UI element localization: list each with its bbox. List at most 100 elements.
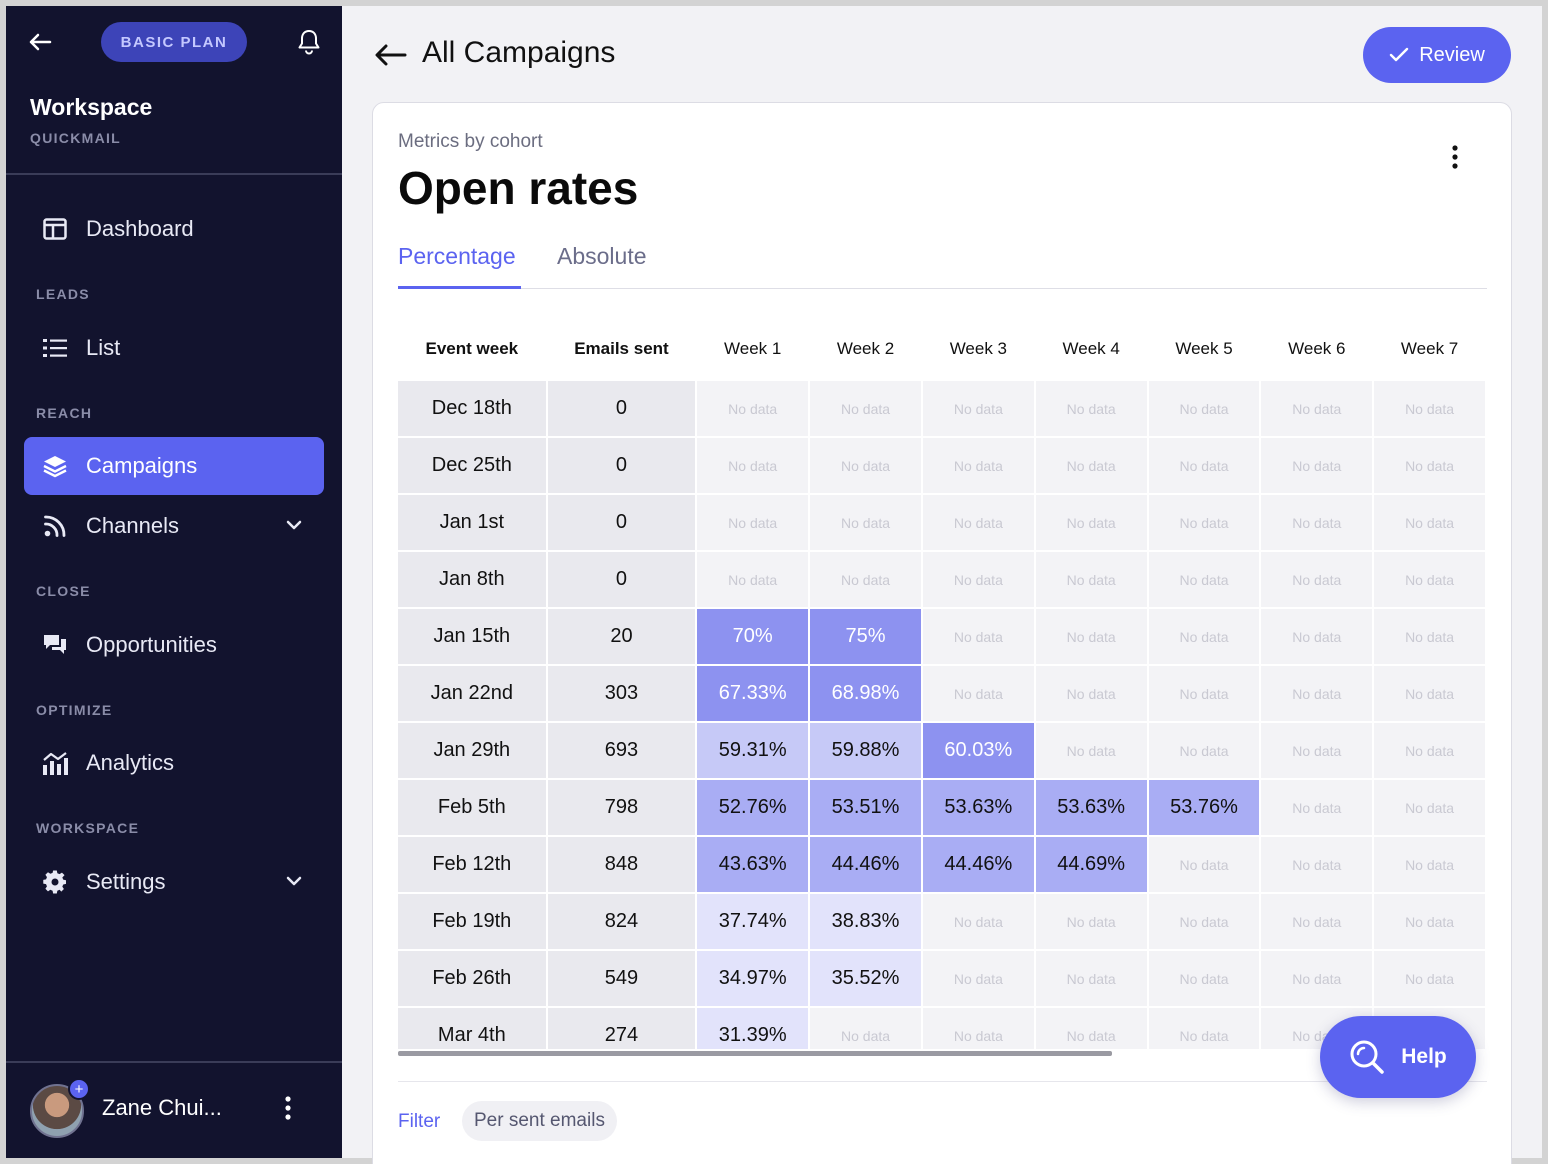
event-week-cell: Mar 4th xyxy=(398,1008,546,1049)
sidebar-divider xyxy=(6,173,342,175)
emails-sent-cell: 848 xyxy=(547,837,696,892)
no-data-cell: No data xyxy=(1148,666,1260,721)
no-data-cell: No data xyxy=(1261,837,1373,892)
no-data-cell: No data xyxy=(1374,951,1485,1006)
no-data-cell: No data xyxy=(1035,495,1147,550)
sidebar-item-channels[interactable]: Channels xyxy=(24,497,324,555)
search-icon xyxy=(1350,1040,1384,1074)
workspace-subtitle: QUICKMAIL xyxy=(30,130,122,146)
no-data-cell: No data xyxy=(922,951,1034,1006)
sidebar-item-settings[interactable]: Settings xyxy=(24,853,324,911)
no-data-cell: No data xyxy=(810,381,921,436)
filter-chip[interactable]: Per sent emails xyxy=(462,1101,617,1141)
sidebar-item-label: Opportunities xyxy=(86,632,217,657)
cohort-table-scroll[interactable]: Event week Emails sent Week 1 Week 2 Wee… xyxy=(398,319,1487,1049)
no-data-cell: No data xyxy=(1374,837,1485,892)
more-vertical-icon[interactable] xyxy=(1445,143,1465,171)
column-header: Event week xyxy=(425,339,519,358)
chat-bubbles-icon xyxy=(42,632,68,658)
no-data-cell: No data xyxy=(697,438,809,493)
event-week-cell: Jan 1st xyxy=(398,495,546,550)
metric-cell: 60.03% xyxy=(922,723,1034,778)
no-data-cell: No data xyxy=(1261,666,1373,721)
analytics-icon xyxy=(42,750,68,776)
no-data-cell: No data xyxy=(922,381,1034,436)
table-row: Feb 19th 824 37.74% 38.83% No data No data No … xyxy=(398,894,1485,949)
no-data-cell: No data xyxy=(1261,723,1373,778)
filter-link[interactable]: Filter xyxy=(398,1111,441,1132)
table-row: Mar 4th 274 31.39% No data No data No data No … xyxy=(398,1008,1485,1049)
sidebar-item-opportunities[interactable]: Opportunities xyxy=(24,616,324,674)
sidebar-item-dashboard[interactable]: Dashboard xyxy=(24,200,324,258)
no-data-cell: No data xyxy=(697,552,809,607)
section-label-reach: REACH xyxy=(36,405,93,421)
more-vertical-icon[interactable] xyxy=(278,1094,298,1122)
sidebar-item-list[interactable]: List xyxy=(24,319,324,377)
metric-cell: 34.97% xyxy=(697,951,809,1006)
table-row: Jan 29th 693 59.31% 59.88% 60.03% No data No d… xyxy=(398,723,1485,778)
workspace-name: Workspace xyxy=(30,94,153,120)
emails-sent-cell: 693 xyxy=(547,723,696,778)
no-data-cell: No data xyxy=(1035,381,1147,436)
column-header: Week 2 xyxy=(836,339,895,358)
sidebar-item-label: Analytics xyxy=(86,750,175,775)
sidebar: BASIC PLAN Workspace QUICKMAIL Dashboard… xyxy=(6,6,342,1158)
sidebar-item-label: List xyxy=(86,335,121,360)
sidebar-item-campaigns[interactable]: Campaigns xyxy=(24,437,324,495)
metric-cell: 59.88% xyxy=(810,723,921,778)
no-data-cell: No data xyxy=(810,1008,921,1049)
chevron-down-icon[interactable] xyxy=(284,871,304,891)
help-button[interactable]: Help xyxy=(1320,1016,1476,1098)
no-data-cell: No data xyxy=(1374,780,1485,835)
metric-cell: 59.31% xyxy=(697,723,809,778)
no-data-cell: No data xyxy=(1035,666,1147,721)
plan-badge[interactable]: BASIC PLAN xyxy=(101,22,247,62)
no-data-cell: No data xyxy=(1035,723,1147,778)
no-data-cell: No data xyxy=(1035,1008,1147,1049)
card-footer-divider xyxy=(398,1081,1487,1082)
no-data-cell: No data xyxy=(1148,723,1260,778)
no-data-cell: No data xyxy=(1261,552,1373,607)
metric-cell: 52.76% xyxy=(697,780,809,835)
metric-cell: 35.52% xyxy=(810,951,921,1006)
review-button[interactable]: Review xyxy=(1363,27,1511,83)
back-arrow-icon[interactable] xyxy=(26,28,54,56)
no-data-cell: No data xyxy=(697,381,809,436)
no-data-cell: No data xyxy=(1261,951,1373,1006)
bell-icon[interactable] xyxy=(296,28,322,56)
add-account-button[interactable]: + xyxy=(68,1078,90,1100)
sidebar-item-analytics[interactable]: Analytics xyxy=(24,734,324,792)
no-data-cell: No data xyxy=(1035,609,1147,664)
no-data-cell: No data xyxy=(1261,381,1373,436)
no-data-cell: No data xyxy=(1374,609,1485,664)
emails-sent-cell: 303 xyxy=(547,666,696,721)
tab-percentage[interactable]: Percentage xyxy=(398,243,516,269)
metric-cell: 53.63% xyxy=(922,780,1034,835)
column-header: Week 5 xyxy=(1175,339,1233,358)
no-data-cell: No data xyxy=(922,438,1034,493)
no-data-cell: No data xyxy=(1374,438,1485,493)
no-data-cell: No data xyxy=(1374,666,1485,721)
table-row: Feb 12th 848 43.63% 44.46% 44.46% 44.69% No da… xyxy=(398,837,1485,892)
column-header: Week 4 xyxy=(1062,339,1120,358)
metric-cell: 70% xyxy=(697,609,809,664)
no-data-cell: No data xyxy=(922,894,1034,949)
no-data-cell: No data xyxy=(1261,438,1373,493)
no-data-cell: No data xyxy=(1148,894,1260,949)
metrics-card: Metrics by cohort Open rates Percentage … xyxy=(372,102,1512,1164)
no-data-cell: No data xyxy=(1261,609,1373,664)
table-row: Jan 1st 0 No data No data No data No data No d… xyxy=(398,495,1485,550)
active-tab-indicator xyxy=(398,286,521,289)
back-arrow-icon[interactable] xyxy=(374,41,408,69)
event-week-cell: Dec 18th xyxy=(398,381,546,436)
emails-sent-cell: 0 xyxy=(547,495,696,550)
no-data-cell: No data xyxy=(1035,552,1147,607)
no-data-cell: No data xyxy=(810,495,921,550)
column-header: Week 7 xyxy=(1400,339,1459,358)
check-icon xyxy=(1390,47,1409,62)
section-label-close: CLOSE xyxy=(36,583,91,599)
chevron-down-icon[interactable] xyxy=(284,515,304,535)
horizontal-scrollbar[interactable] xyxy=(398,1051,1112,1056)
tab-absolute[interactable]: Absolute xyxy=(557,243,647,269)
emails-sent-cell: 20 xyxy=(547,609,696,664)
